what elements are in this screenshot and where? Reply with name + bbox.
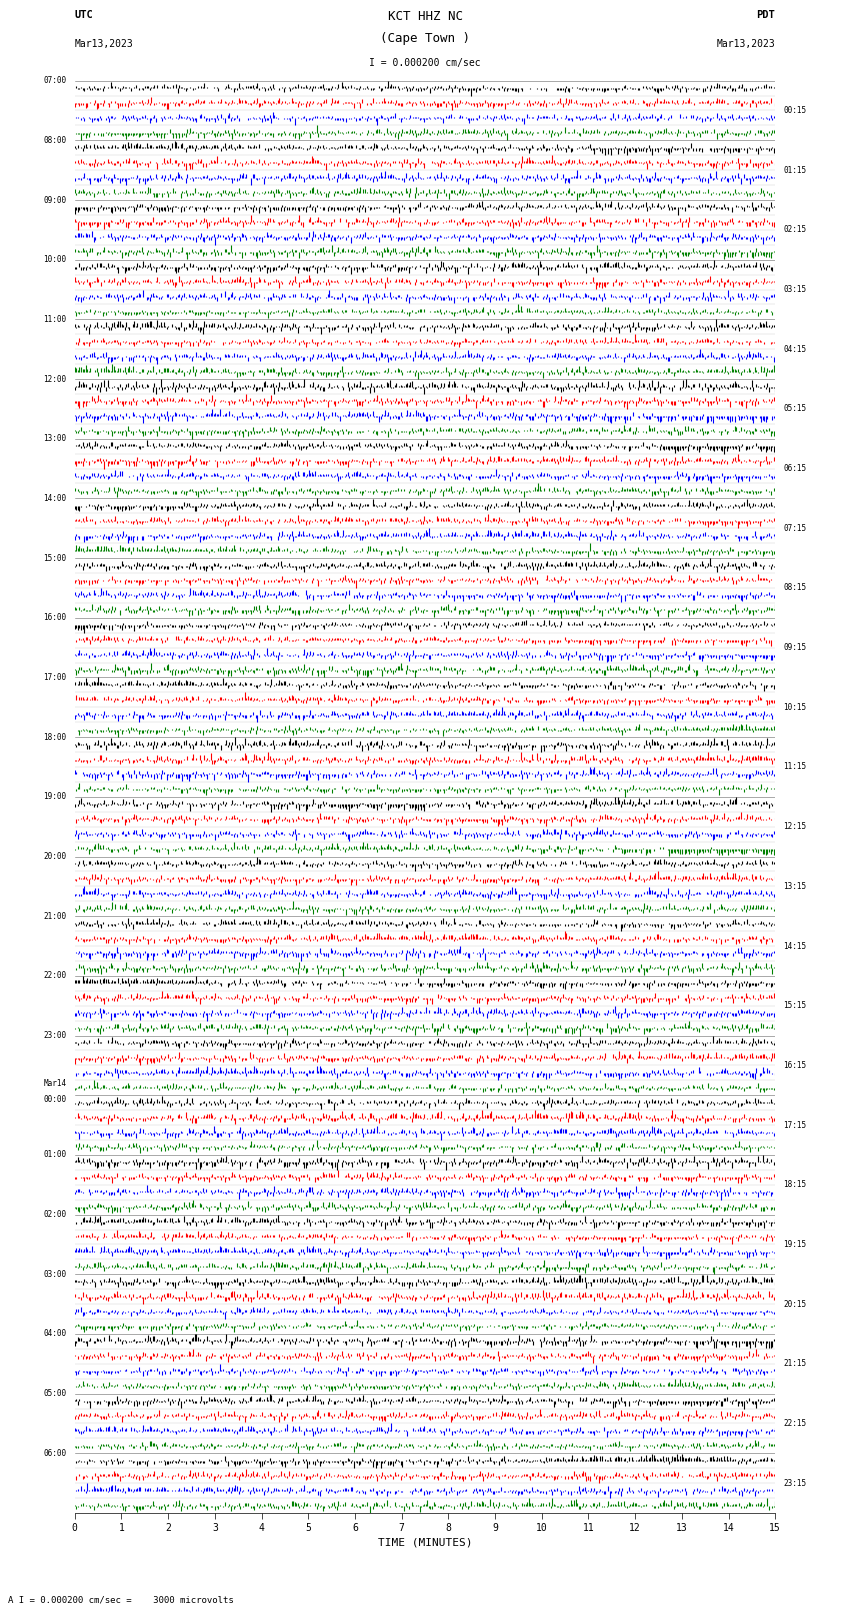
- Text: 05:15: 05:15: [784, 405, 807, 413]
- Text: 19:15: 19:15: [784, 1240, 807, 1248]
- Text: 21:00: 21:00: [43, 911, 66, 921]
- Text: 20:00: 20:00: [43, 852, 66, 861]
- Text: 15:00: 15:00: [43, 553, 66, 563]
- Text: 00:00: 00:00: [43, 1095, 66, 1105]
- Text: 01:00: 01:00: [43, 1150, 66, 1160]
- Text: 16:00: 16:00: [43, 613, 66, 623]
- Text: A I = 0.000200 cm/sec =    3000 microvolts: A I = 0.000200 cm/sec = 3000 microvolts: [8, 1595, 235, 1605]
- Text: Mar13,2023: Mar13,2023: [75, 39, 133, 48]
- Text: I = 0.000200 cm/sec: I = 0.000200 cm/sec: [369, 58, 481, 68]
- Text: 07:00: 07:00: [43, 76, 66, 85]
- Text: 01:15: 01:15: [784, 166, 807, 174]
- Text: 17:00: 17:00: [43, 673, 66, 682]
- Text: KCT HHZ NC: KCT HHZ NC: [388, 10, 462, 23]
- Text: 02:15: 02:15: [784, 226, 807, 234]
- X-axis label: TIME (MINUTES): TIME (MINUTES): [377, 1537, 473, 1547]
- Text: UTC: UTC: [75, 10, 94, 19]
- Text: 06:00: 06:00: [43, 1448, 66, 1458]
- Text: 14:15: 14:15: [784, 942, 807, 950]
- Text: 12:15: 12:15: [784, 823, 807, 831]
- Text: 03:15: 03:15: [784, 286, 807, 294]
- Text: PDT: PDT: [756, 10, 775, 19]
- Text: 22:15: 22:15: [784, 1419, 807, 1428]
- Text: 00:15: 00:15: [784, 106, 807, 115]
- Text: 23:15: 23:15: [784, 1479, 807, 1487]
- Text: 12:00: 12:00: [43, 374, 66, 384]
- Text: 14:00: 14:00: [43, 494, 66, 503]
- Text: 17:15: 17:15: [784, 1121, 807, 1129]
- Text: 20:15: 20:15: [784, 1300, 807, 1308]
- Text: 22:00: 22:00: [43, 971, 66, 981]
- Text: 03:00: 03:00: [43, 1269, 66, 1279]
- Text: Mar13,2023: Mar13,2023: [717, 39, 775, 48]
- Text: 04:15: 04:15: [784, 345, 807, 353]
- Text: Mar14: Mar14: [43, 1079, 66, 1089]
- Text: 05:00: 05:00: [43, 1389, 66, 1398]
- Text: 19:00: 19:00: [43, 792, 66, 802]
- Text: 21:15: 21:15: [784, 1360, 807, 1368]
- Text: 16:15: 16:15: [784, 1061, 807, 1069]
- Text: 13:15: 13:15: [784, 882, 807, 890]
- Text: 08:00: 08:00: [43, 135, 66, 145]
- Text: 18:15: 18:15: [784, 1181, 807, 1189]
- Text: 11:15: 11:15: [784, 763, 807, 771]
- Text: 15:15: 15:15: [784, 1002, 807, 1010]
- Text: 10:00: 10:00: [43, 255, 66, 265]
- Text: 04:00: 04:00: [43, 1329, 66, 1339]
- Text: 11:00: 11:00: [43, 315, 66, 324]
- Text: 02:00: 02:00: [43, 1210, 66, 1219]
- Text: 06:15: 06:15: [784, 465, 807, 473]
- Text: 07:15: 07:15: [784, 524, 807, 532]
- Text: 10:15: 10:15: [784, 703, 807, 711]
- Text: (Cape Town ): (Cape Town ): [380, 32, 470, 45]
- Text: 08:15: 08:15: [784, 584, 807, 592]
- Text: 23:00: 23:00: [43, 1031, 66, 1040]
- Text: 13:00: 13:00: [43, 434, 66, 444]
- Text: 09:15: 09:15: [784, 644, 807, 652]
- Text: 09:00: 09:00: [43, 195, 66, 205]
- Text: 18:00: 18:00: [43, 732, 66, 742]
